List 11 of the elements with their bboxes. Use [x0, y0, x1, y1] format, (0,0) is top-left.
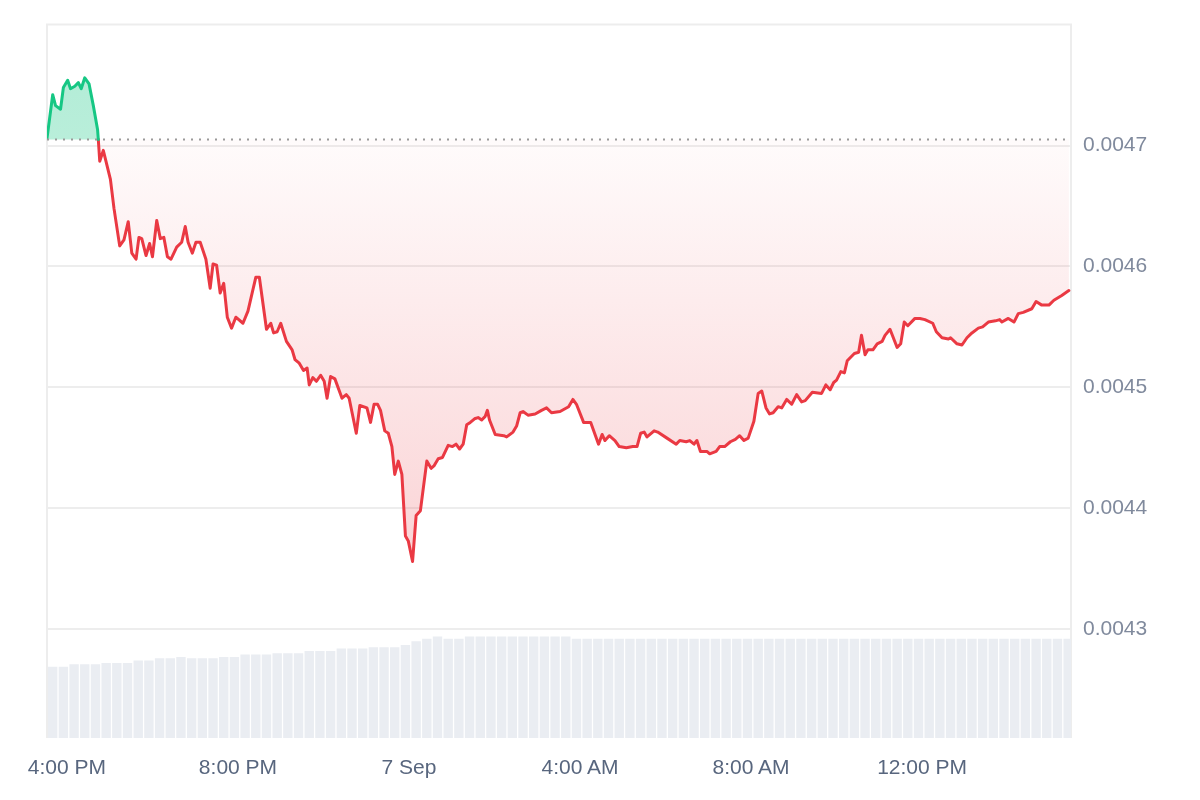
- x-tick-label: 12:00 PM: [877, 755, 968, 779]
- y-tick-label: 0.0045: [1083, 374, 1148, 398]
- y-tick-label: 0.0044: [1083, 495, 1148, 519]
- x-tick-label: 8:00 AM: [712, 755, 790, 779]
- y-tick-label: 0.0046: [1083, 253, 1148, 277]
- x-tick-label: 4:00 AM: [541, 755, 619, 779]
- y-tick-label: 0.0043: [1083, 615, 1148, 639]
- x-tick-label: 7 Sep: [381, 755, 437, 779]
- y-tick-label: 0.0047: [1083, 132, 1148, 156]
- x-tick-label: 4:00 PM: [27, 755, 107, 779]
- x-tick-label: 8:00 PM: [198, 755, 278, 779]
